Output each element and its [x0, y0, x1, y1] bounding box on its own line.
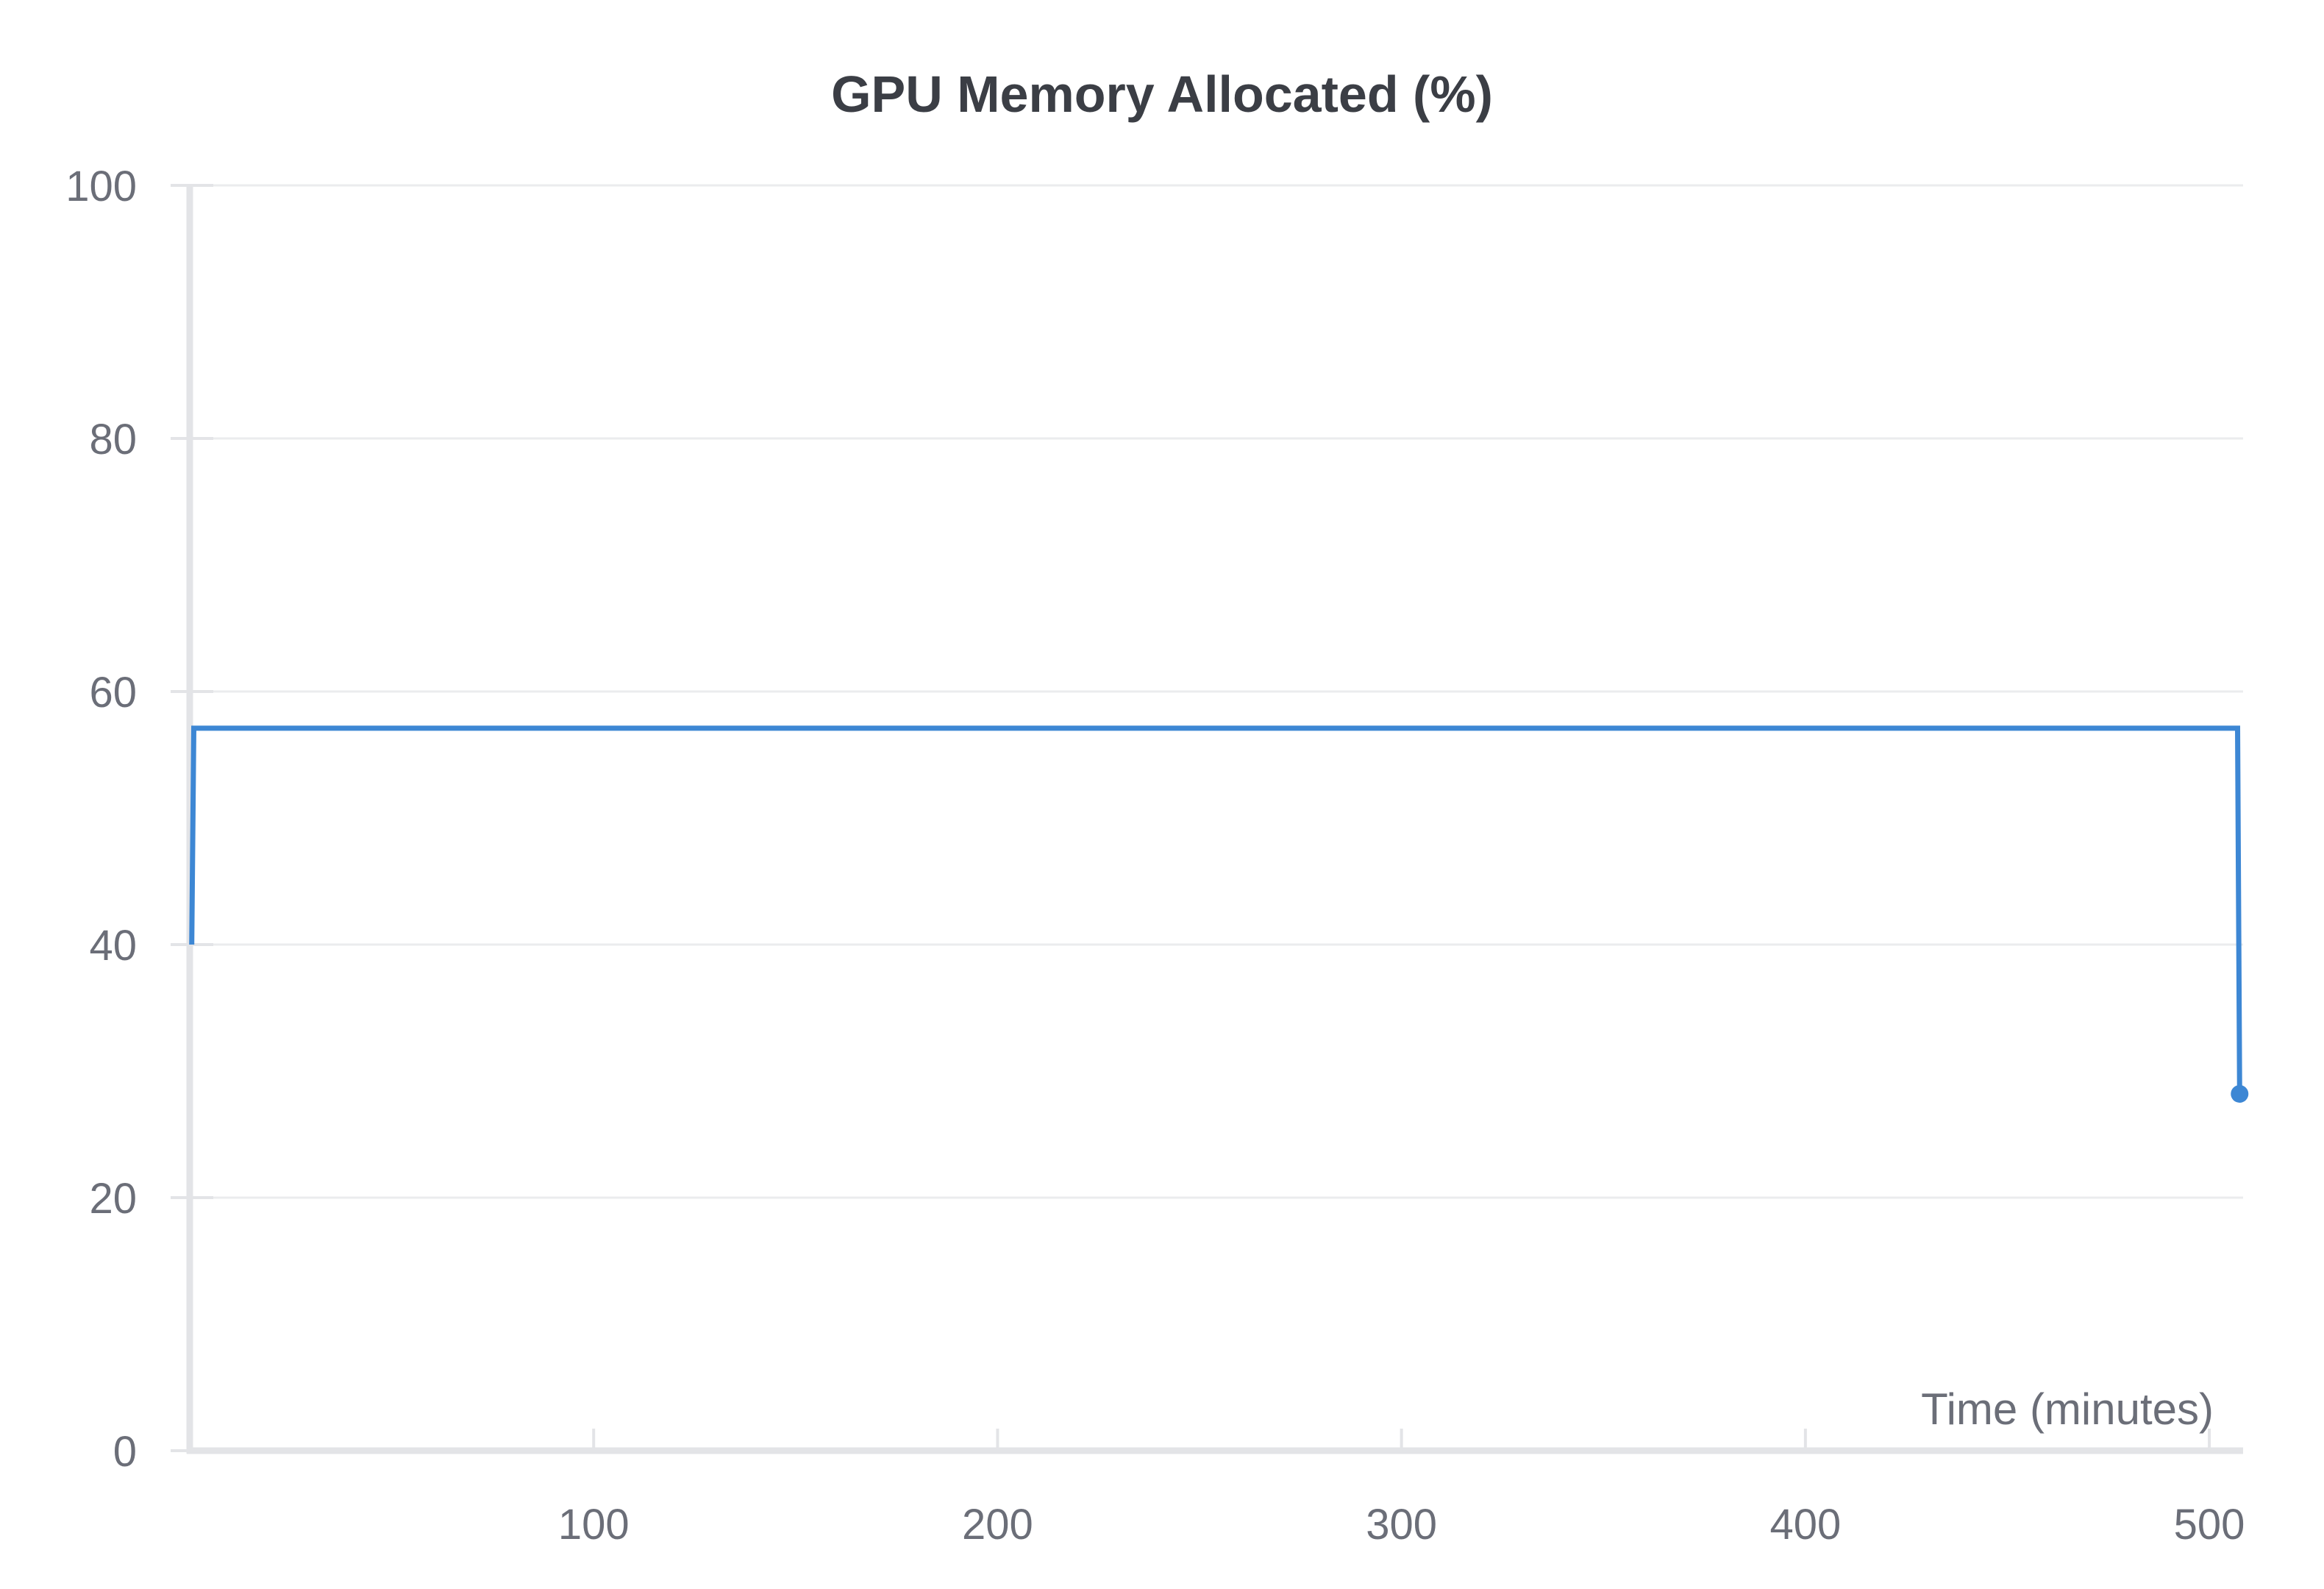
y-tick-label-0: 0 [113, 1428, 137, 1476]
x-tick-label-100: 100 [558, 1501, 630, 1549]
y-tick-label-60: 60 [89, 669, 137, 717]
y-tick-label-20: 20 [89, 1175, 137, 1223]
series-end-point-0 [2231, 1084, 2249, 1103]
y-tick-label-100: 100 [65, 163, 137, 210]
y-axis-ticks: 0 20 40 60 80 100 [65, 163, 213, 1476]
series-line-0 [189, 725, 2242, 1095]
chart-title: GPU Memory Allocated (%) [831, 65, 1493, 123]
y-tick-label-80: 80 [89, 416, 137, 463]
x-axis-ticks: 100 200 300 400 500 [558, 1429, 2245, 1549]
x-tick-label-300: 300 [1366, 1501, 1437, 1549]
axes [186, 185, 2243, 1454]
x-tick-label-400: 400 [1769, 1501, 1841, 1549]
x-tick-label-200: 200 [962, 1501, 1033, 1549]
grid-lines [190, 184, 2243, 1199]
x-axis-label: Time (minutes) [1921, 1384, 2214, 1434]
x-tick-label-500: 500 [2174, 1501, 2245, 1549]
y-tick-label-40: 40 [89, 922, 137, 970]
series [189, 725, 2249, 1103]
